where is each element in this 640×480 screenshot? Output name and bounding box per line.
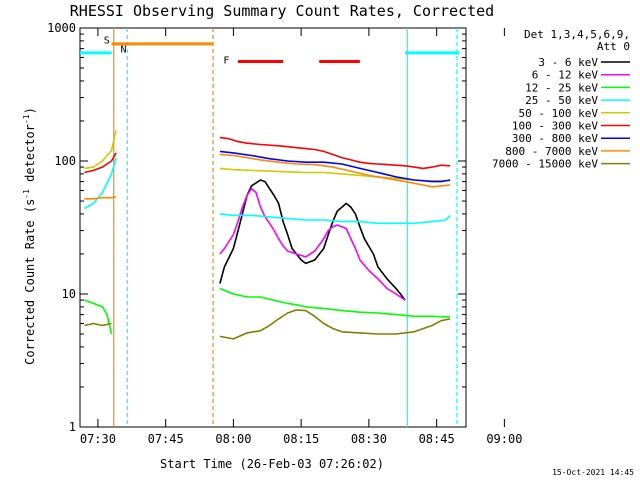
chart-title: RHESSI Observing Summary Count Rates, Co… <box>70 2 494 20</box>
flag-label: F <box>223 55 229 66</box>
series-line <box>84 299 113 335</box>
flag-label: S <box>104 35 110 46</box>
legend-header-line: Att 0 <box>597 40 630 53</box>
series-line <box>84 130 117 170</box>
series-line <box>84 152 117 174</box>
x-axis-label: Start Time (26-Feb-03 07:26:02) <box>160 457 384 471</box>
y-tick-label: 10 <box>62 287 76 301</box>
y-tick-label: 100 <box>54 154 76 168</box>
flag-label: N <box>120 45 126 56</box>
x-tick-label: 07:45 <box>148 432 184 446</box>
series-line <box>219 136 451 170</box>
legend-header-line: Det 1,3,4,5,6,9, <box>524 28 630 41</box>
series-line <box>219 213 451 225</box>
legend-label: 7000 - 15000 keV <box>492 158 598 171</box>
series-line <box>84 322 112 327</box>
legend-label: 100 - 300 keV <box>512 120 598 133</box>
legend-label: 6 - 12 keV <box>532 69 599 82</box>
y-tick-label: 1000 <box>47 21 76 35</box>
y-axis-label-part: ) <box>23 107 37 114</box>
series-line <box>219 187 406 301</box>
legend-label: 12 - 25 keV <box>525 81 598 94</box>
y-axis-label: Corrected Count Rate (s-1 detector-1) <box>22 107 37 365</box>
series-line <box>84 157 117 210</box>
y-axis-label-part: detector <box>23 124 37 189</box>
x-tick-label: 09:00 <box>486 432 522 446</box>
y-axis-label-part: Corrected Count Rate (s <box>23 199 37 365</box>
x-tick-label: 08:30 <box>351 432 387 446</box>
legend-label: 25 - 50 keV <box>525 94 598 107</box>
series-line <box>219 179 406 301</box>
plot-frame <box>79 27 467 428</box>
y-axis-label-sup: -1 <box>22 114 31 124</box>
legend-label: 300 - 800 keV <box>512 132 598 145</box>
x-tick-label: 08:15 <box>283 432 319 446</box>
footer-date: 15-Oct-2021 14:45 <box>552 468 634 477</box>
legend-label: 50 - 100 keV <box>519 107 599 120</box>
series-line <box>84 195 117 200</box>
attenuator-bars <box>80 42 460 63</box>
x-ticks: 07:30 07:45 08:00 08:15 08:30 08:45 09:00 <box>80 28 522 446</box>
x-tick-label: 08:00 <box>215 432 251 446</box>
series-lines <box>84 130 451 340</box>
x-tick-label: 07:30 <box>80 432 116 446</box>
y-tick-label: 1 <box>69 420 76 434</box>
x-tick-label: 08:45 <box>419 432 455 446</box>
plot-area: SNF 07:30 07:45 08:00 08:15 08:30 08:45 09:00 … <box>47 21 522 446</box>
legend-label: 800 - 7000 keV <box>505 145 598 158</box>
series-line <box>219 309 451 340</box>
series-line <box>219 287 451 318</box>
series-line <box>219 153 451 188</box>
interval-lines <box>113 28 458 427</box>
legend-label: 3 - 6 keV <box>538 56 598 69</box>
y-axis-label-sup: -1 <box>22 189 31 199</box>
series-line <box>219 167 451 182</box>
flag-labels: SN F <box>104 35 230 66</box>
series-line <box>219 150 451 183</box>
y-ticks: 1000 100 10 1 <box>47 21 466 434</box>
